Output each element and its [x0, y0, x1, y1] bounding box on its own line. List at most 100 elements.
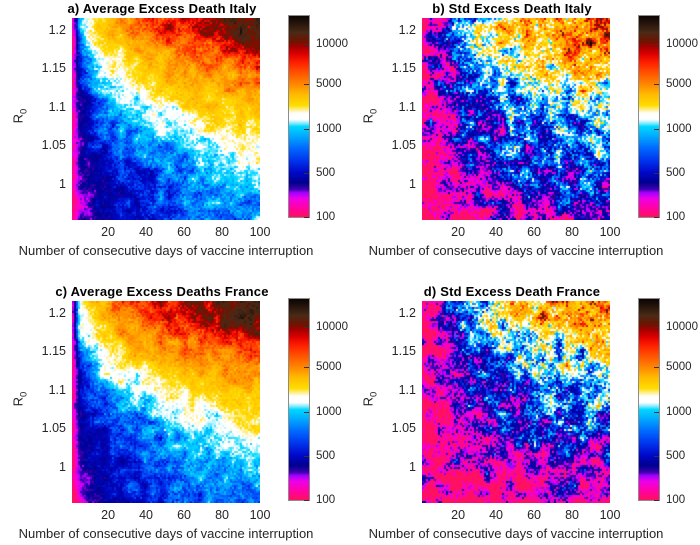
y-axis-label-text: R — [360, 396, 376, 407]
colorbar-tick-label: 1000 — [316, 122, 342, 135]
y-tick-label: 1.1 — [48, 382, 66, 397]
colorbar-tick-mark — [304, 44, 309, 46]
colorbar-tick-label: 1000 — [316, 405, 342, 418]
x-tick-label: 40 — [489, 508, 503, 522]
x-tick-label: 20 — [451, 508, 466, 522]
colorbar-tick-label: 500 — [666, 166, 686, 179]
colorbar-tick-label: 500 — [666, 449, 686, 462]
colorbar-tick-label: 500 — [316, 166, 336, 179]
colorbar-tick-mark — [304, 327, 309, 329]
colorbar-tick-label: 100 — [316, 494, 336, 506]
colorbar-tick-mark — [304, 500, 309, 501]
y-tick-label: 1.15 — [391, 61, 416, 76]
colorbar-tick-mark — [654, 217, 659, 218]
x-tick-label: 60 — [527, 225, 541, 239]
colorbar — [288, 15, 310, 218]
colorbar-tick-mark — [304, 84, 309, 86]
y-axis-label-text: R — [360, 113, 376, 124]
colorbar-tick-mark — [654, 455, 659, 457]
heatmap-canvas — [72, 18, 260, 220]
y-tick-label: 1.1 — [398, 382, 416, 397]
heatmap-canvas — [422, 18, 610, 220]
colorbar-tick-label: 5000 — [316, 78, 342, 91]
colorbar — [638, 298, 660, 501]
y-tick-label: 1.05 — [391, 421, 416, 436]
colorbar-tick-label: 10000 — [316, 321, 348, 334]
colorbar-tick-label: 100 — [316, 211, 336, 223]
colorbar-tick-label: 5000 — [316, 361, 342, 374]
y-tick-label: 1.2 — [398, 305, 416, 320]
colorbar — [288, 298, 310, 501]
x-tick-label: 80 — [215, 225, 229, 239]
y-tick-label: 1.2 — [398, 22, 416, 37]
x-tick-label: 80 — [565, 225, 579, 239]
colorbar-tick-mark — [654, 128, 659, 130]
x-tick-label: 100 — [599, 508, 621, 522]
colorbar — [638, 15, 660, 218]
y-tick-label: 1.1 — [398, 99, 416, 114]
y-tick-label: 1.15 — [41, 344, 66, 359]
x-tick-label: 40 — [139, 225, 153, 239]
colorbar-tick-label: 100 — [666, 211, 686, 223]
colorbar-tick-label: 10000 — [666, 38, 698, 51]
panel-c-average-france: c) Average Excess Deaths France R0 Numbe… — [0, 283, 350, 545]
colorbar-tick-mark — [304, 172, 309, 174]
colorbar-tick-mark — [654, 327, 659, 329]
colorbar-tick-label: 500 — [316, 449, 336, 462]
x-axis-label: Number of consecutive days of vaccine in… — [18, 526, 314, 541]
y-axis-label-text: R — [10, 396, 26, 407]
x-tick-label: 80 — [215, 508, 229, 522]
y-tick-label: 1.15 — [391, 344, 416, 359]
y-tick-label: 1.05 — [41, 421, 66, 436]
x-axis-label: Number of consecutive days of vaccine in… — [368, 526, 664, 541]
y-tick-label: 1 — [59, 460, 66, 475]
x-tick-label: 60 — [177, 225, 191, 239]
x-tick-label: 40 — [139, 508, 153, 522]
y-tick-label: 1 — [59, 177, 66, 192]
x-axis-label: Number of consecutive days of vaccine in… — [368, 243, 664, 258]
colorbar-tick-mark — [304, 411, 309, 413]
panel-title: c) Average Excess Deaths France — [55, 284, 269, 299]
heatmap-canvas — [72, 301, 260, 503]
colorbar-tick-mark — [654, 411, 659, 413]
heatmap-canvas — [422, 301, 610, 503]
x-tick-label: 60 — [527, 508, 541, 522]
y-tick-label: 1.15 — [41, 61, 66, 76]
colorbar-tick-mark — [654, 367, 659, 369]
y-tick-label: 1.05 — [41, 138, 66, 153]
x-tick-label: 80 — [565, 508, 579, 522]
x-tick-label: 100 — [249, 225, 271, 239]
colorbar-tick-mark — [654, 500, 659, 501]
colorbar-tick-mark — [654, 172, 659, 174]
colorbar-tick-label: 5000 — [666, 361, 692, 374]
x-tick-label: 20 — [451, 225, 466, 239]
colorbar-tick-mark — [654, 44, 659, 46]
colorbar-tick-label: 1000 — [666, 122, 692, 135]
colorbar-tick-label: 10000 — [666, 321, 698, 334]
y-tick-label: 1.1 — [48, 99, 66, 114]
panel-title: a) Average Excess Death Italy — [67, 1, 257, 16]
colorbar-tick-label: 100 — [666, 494, 686, 506]
colorbar-tick-mark — [304, 367, 309, 369]
colorbar-tick-mark — [304, 455, 309, 457]
panel-title: d) Std Excess Death France — [423, 284, 601, 299]
y-tick-label: 1 — [409, 460, 416, 475]
y-tick-label: 1.2 — [48, 305, 66, 320]
colorbar-tick-mark — [654, 84, 659, 86]
y-axis-label-text: R — [10, 113, 26, 124]
x-tick-label: 40 — [489, 225, 503, 239]
panel-title: b) Std Excess Death Italy — [432, 1, 592, 16]
x-tick-label: 100 — [599, 225, 621, 239]
panel-d-std-france: d) Std Excess Death France R0 Number of … — [350, 283, 700, 545]
colorbar-tick-label: 5000 — [666, 78, 692, 91]
x-tick-label: 100 — [249, 508, 271, 522]
x-tick-label: 60 — [177, 508, 191, 522]
x-tick-label: 20 — [101, 225, 116, 239]
y-tick-label: 1 — [409, 177, 416, 192]
y-tick-label: 1.2 — [48, 22, 66, 37]
panel-a-average-italy: a) Average Excess Death Italy R0 Number … — [0, 0, 350, 262]
colorbar-tick-label: 1000 — [666, 405, 692, 418]
colorbar-tick-label: 10000 — [316, 38, 348, 51]
panel-b-std-italy: b) Std Excess Death Italy R0 Number of c… — [350, 0, 700, 262]
